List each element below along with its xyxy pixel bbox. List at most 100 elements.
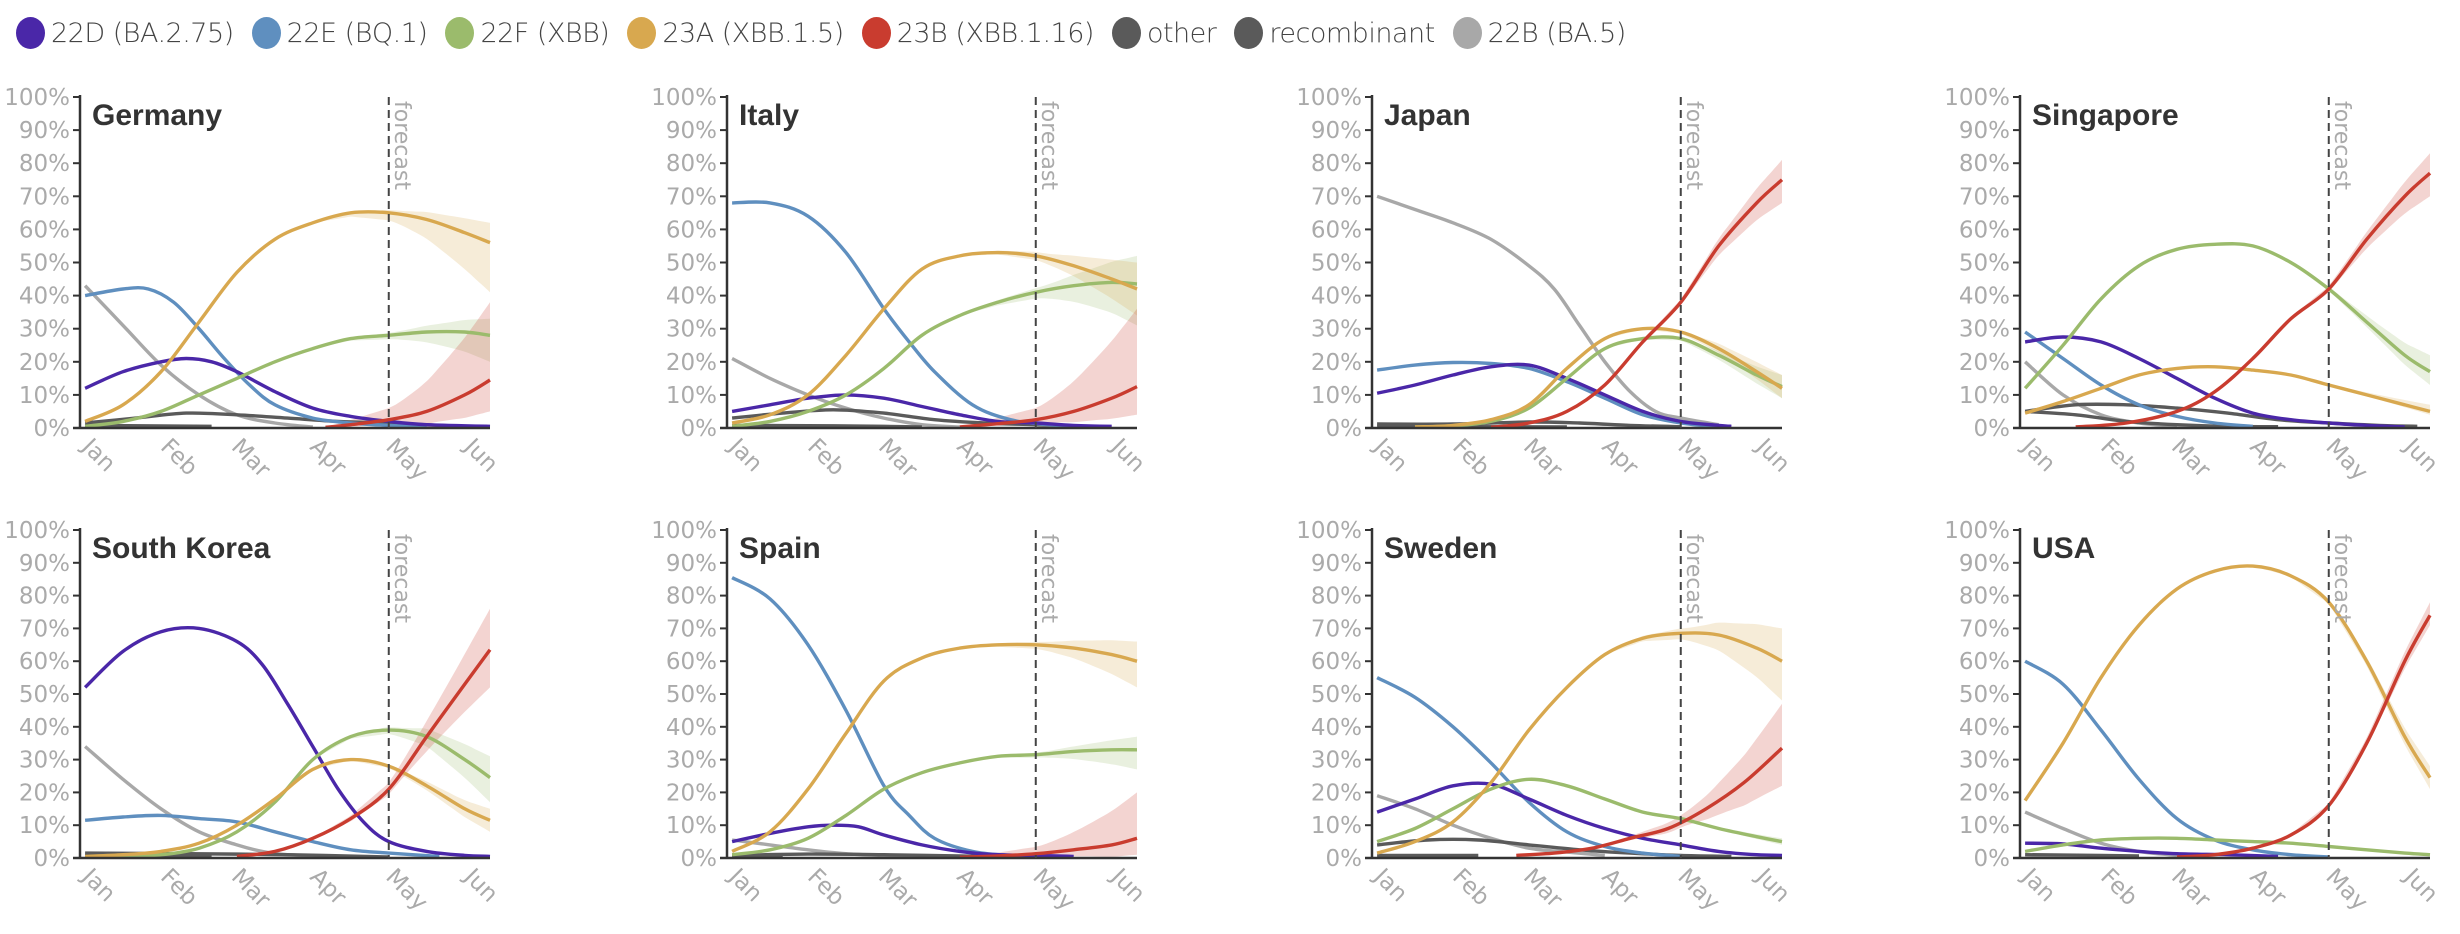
forecast-label: forecast [1036, 534, 1061, 623]
y-tick-label: 80% [1959, 584, 2010, 610]
legend-swatch-icon [16, 17, 45, 49]
x-tick-label: May [1028, 864, 1080, 916]
x-tick-label: Mar [873, 864, 922, 913]
series-line-22e[interactable] [1376, 360, 1719, 429]
legend-label: 22F (XBB) [480, 17, 610, 49]
series-line-22d[interactable] [84, 356, 491, 428]
series-line-22f[interactable] [2024, 836, 2431, 857]
series-line-22b[interactable] [1376, 794, 1605, 858]
legend-item-22b[interactable]: 22B (BA.5) [1452, 17, 1626, 49]
y-tick-label: 80% [19, 151, 70, 177]
legend-swatch-icon [627, 17, 657, 49]
y-tick-label: 60% [1959, 217, 2010, 243]
series-line-22f[interactable] [85, 728, 491, 859]
series-line-22b[interactable] [1376, 194, 1719, 427]
series-line-22d[interactable] [731, 393, 1112, 428]
y-tick-label: 0% [1974, 846, 2011, 872]
series-line-recombinant[interactable] [732, 423, 922, 429]
y-tick-label: 80% [1311, 151, 1362, 177]
y-tick-label: 10% [19, 813, 70, 839]
legend-label: other [1146, 17, 1217, 49]
panel-title: USA [2032, 532, 2095, 565]
panel-title: Spain [739, 532, 821, 565]
series-line-22e[interactable] [84, 286, 427, 429]
series-line-22d[interactable] [2024, 335, 2405, 429]
legend-item-22e[interactable]: 22E (BQ.1) [251, 17, 428, 49]
x-tick-label: Feb [1447, 434, 1494, 481]
y-tick-label: 0% [34, 416, 71, 442]
y-tick-label: 60% [1311, 649, 1362, 675]
series-line-other[interactable] [2025, 853, 2140, 858]
y-tick-label: 80% [1311, 584, 1362, 610]
y-tick-label: 70% [1311, 184, 1362, 210]
series-line-other[interactable] [1377, 420, 1681, 429]
x-tick-label: Jun [458, 432, 503, 477]
band-23a [1604, 327, 1782, 399]
legend-item-22d[interactable]: 22D (BA.2.75) [16, 17, 234, 49]
legend-item-other[interactable]: other [1111, 17, 1217, 49]
series-line-22b[interactable] [731, 356, 960, 429]
series-line-22e[interactable] [1376, 676, 1681, 859]
legend-item-22f[interactable]: 22F (XBB) [445, 17, 610, 49]
x-tick-label: Jun [1105, 862, 1150, 907]
series-line-23a[interactable] [84, 210, 491, 423]
x-tick-label: Mar [1518, 434, 1567, 483]
x-tick-label: Jan [75, 432, 120, 477]
y-tick-label: 100% [651, 518, 717, 544]
series-line-22f[interactable] [731, 280, 1138, 428]
x-tick-label: Apr [1597, 864, 1644, 911]
series-line-22d[interactable] [1376, 781, 1783, 858]
series-line-22e[interactable] [2024, 330, 2253, 428]
series-line-22f[interactable] [2023, 242, 2431, 390]
legend-item-23a[interactable]: 23A (XBB.1.5) [627, 17, 844, 49]
series-line-22e[interactable] [731, 576, 1049, 859]
series-line-23a[interactable] [1376, 631, 1783, 855]
x-tick-label: Jan [722, 862, 767, 907]
series-line-23a[interactable] [85, 757, 491, 859]
x-tick-label: May [381, 864, 433, 916]
legend-item-recombinant[interactable]: recombinant [1234, 17, 1435, 49]
series-line-23b[interactable] [325, 378, 491, 429]
series-line-23a[interactable] [1414, 326, 1783, 429]
series-line-23b[interactable] [959, 836, 1138, 859]
series-line-23b[interactable] [236, 648, 492, 859]
series-line-23b[interactable] [1490, 178, 1784, 429]
series-line-23a[interactable] [731, 642, 1138, 853]
series-line-23b[interactable] [959, 385, 1138, 429]
y-tick-label: 40% [1959, 715, 2010, 741]
legend-item-23b[interactable]: 23B (XBB.1.16) [861, 17, 1094, 49]
series-line-23a[interactable] [731, 250, 1138, 425]
series-line-23a[interactable] [2023, 564, 2432, 802]
series-line-23b[interactable] [1516, 746, 1784, 858]
x-tick-label: May [381, 434, 433, 486]
series-line-22e[interactable] [732, 200, 1087, 429]
series-line-22f[interactable] [84, 329, 491, 428]
series-line-22d[interactable] [83, 626, 491, 859]
panel-title: Italy [739, 99, 799, 132]
y-tick-label: 10% [1311, 813, 1362, 839]
series-line-23b[interactable] [2075, 171, 2432, 429]
series-line-23a[interactable] [2024, 365, 2431, 415]
x-tick-label: Mar [2166, 864, 2215, 913]
y-tick-label: 30% [19, 748, 70, 774]
series-line-22f[interactable] [731, 747, 1138, 857]
x-tick-label: Feb [1447, 864, 1494, 911]
panel-germany: 0% 10% 20% 30% 40% 50% 60% 70% 80% 90% 100% Jan Feb M… [4, 85, 503, 486]
series-line-22e[interactable] [84, 813, 440, 859]
panel-usa: 0% 10% 20% 30% 40% 50% 60% 70% 80% 90% 100% Jan Feb M… [1944, 518, 2443, 916]
y-tick-label: 20% [1311, 350, 1362, 376]
panel-spain: 0% 10% 20% 30% 40% 50% 60% 70% 80% 90% 100% Jan Feb M… [651, 518, 1150, 916]
series-line-22f[interactable] [1376, 777, 1783, 844]
series-line-22e[interactable] [2024, 659, 2329, 859]
y-tick-label: 100% [651, 85, 717, 111]
x-tick-label: Mar [1518, 864, 1567, 913]
series-line-23b[interactable] [2176, 614, 2432, 859]
panel-title: Germany [92, 99, 222, 132]
y-tick-label: 40% [666, 715, 717, 741]
x-tick-label: Jun [2398, 432, 2443, 477]
x-tick-label: May [2321, 434, 2373, 486]
y-tick-label: 50% [1311, 682, 1362, 708]
panel-sweden: 0% 10% 20% 30% 40% 50% 60% 70% 80% 90% 100% Jan Feb M… [1296, 518, 1795, 916]
y-tick-label: 50% [666, 682, 717, 708]
